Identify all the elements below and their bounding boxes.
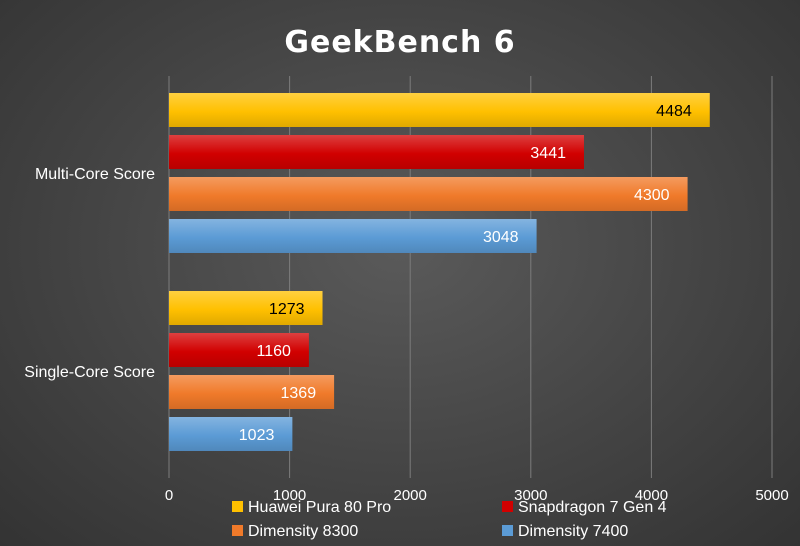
bar xyxy=(169,135,584,169)
category-label: Single-Core Score xyxy=(24,364,155,381)
data-label: 3441 xyxy=(530,145,566,162)
x-axis-ticks: 0 1000 2000 3000 4000 5000 xyxy=(165,487,789,504)
legend-label: Dimensity 8300 xyxy=(248,523,358,540)
legend-label: Huawei Pura 80 Pro xyxy=(248,499,391,516)
legend-swatch xyxy=(502,501,513,512)
data-label: 1023 xyxy=(239,427,275,444)
data-label: 4484 xyxy=(656,103,692,120)
legend-label: Dimensity 7400 xyxy=(518,523,628,540)
chart-title: GeekBench 6 xyxy=(284,25,515,60)
bar xyxy=(169,375,335,409)
x-tick-label: 0 xyxy=(165,487,173,504)
data-label: 4300 xyxy=(634,187,670,204)
category-label: Multi-Core Score xyxy=(35,166,155,183)
data-labels: 4484 3441 4300 3048 1273 1160 1369 1023 xyxy=(239,103,692,444)
legend-swatch xyxy=(232,501,243,512)
bars xyxy=(169,93,710,451)
data-label: 3048 xyxy=(483,229,519,246)
bar xyxy=(169,219,537,253)
legend: Huawei Pura 80 Pro Snapdragon 7 Gen 4 Dime… xyxy=(232,499,667,540)
legend-swatch xyxy=(232,525,243,536)
data-label: 1273 xyxy=(269,301,305,318)
data-label: 1369 xyxy=(281,385,317,402)
bar xyxy=(169,417,293,451)
x-tick-label: 1000 xyxy=(273,487,306,504)
x-tick-label: 2000 xyxy=(394,487,427,504)
category-labels: Multi-Core Score Single-Core Score xyxy=(24,166,155,381)
bar xyxy=(169,177,688,211)
bar xyxy=(169,333,309,367)
bar xyxy=(169,93,710,127)
x-tick-label: 4000 xyxy=(635,487,668,504)
legend-swatch xyxy=(502,525,513,536)
bar xyxy=(169,291,323,325)
legend-label: Snapdragon 7 Gen 4 xyxy=(518,499,667,516)
x-tick-label: 5000 xyxy=(755,487,788,504)
x-tick-label: 3000 xyxy=(514,487,547,504)
data-label: 1160 xyxy=(256,343,291,360)
